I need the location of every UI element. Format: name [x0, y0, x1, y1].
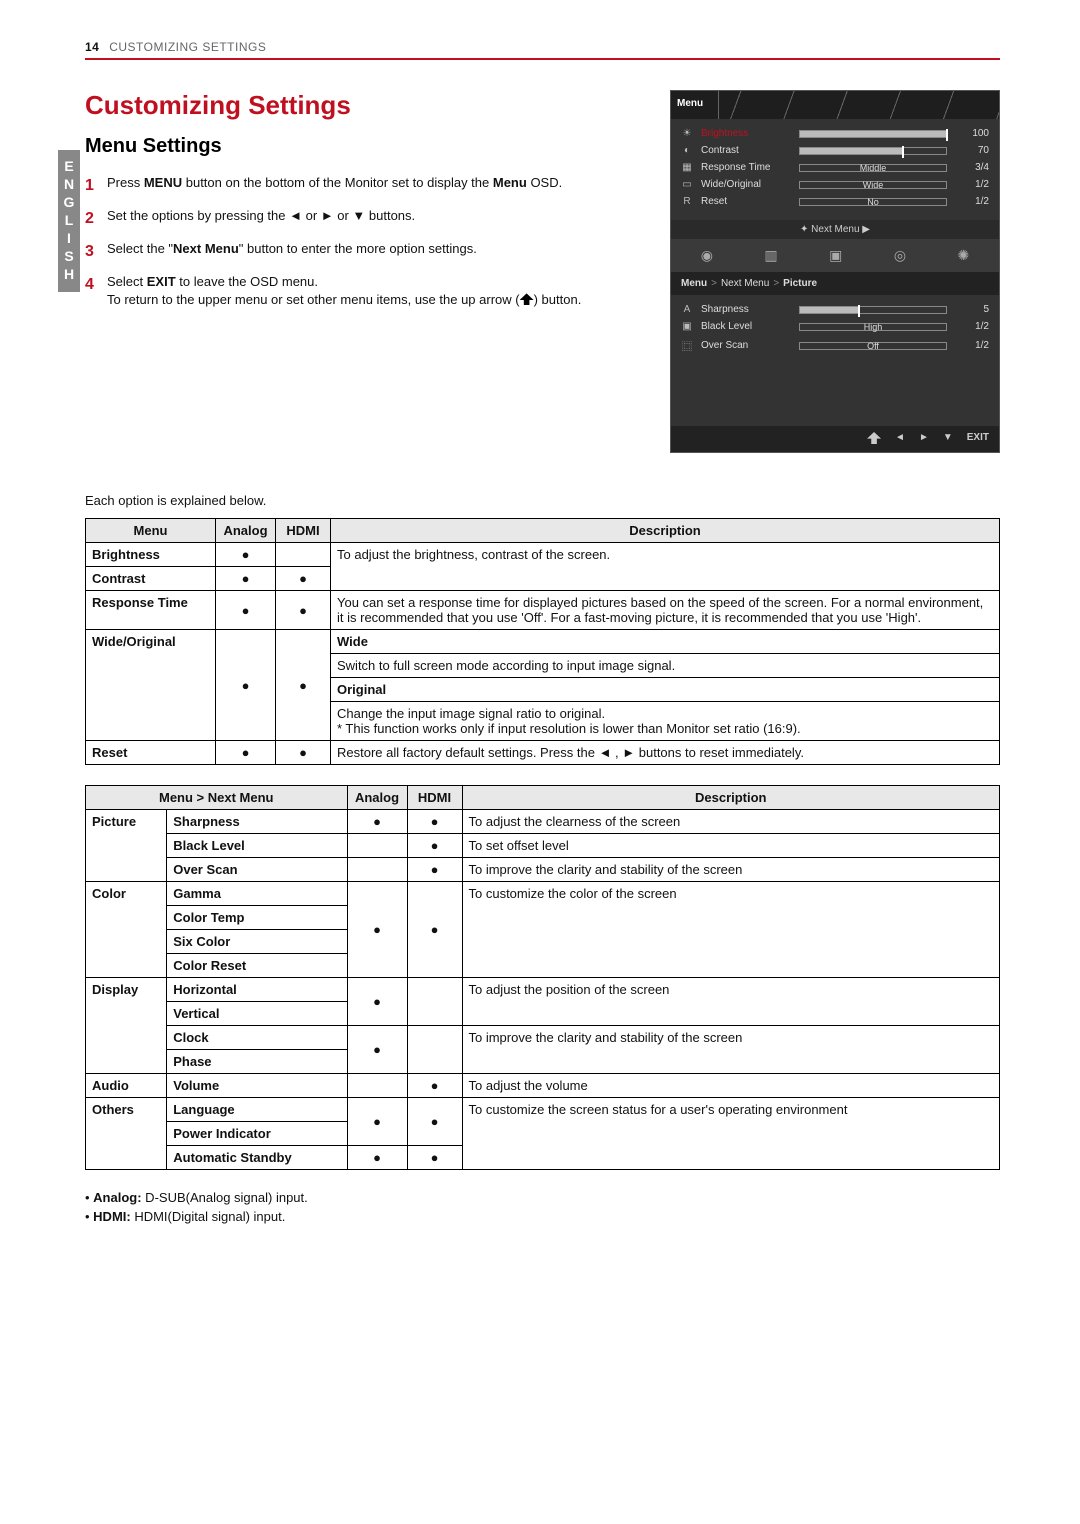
osd-item: RResetNo1/2: [681, 193, 989, 210]
step-item: Select EXIT to leave the OSD menu.To ret…: [85, 273, 650, 311]
footnotes: Analog: D-SUB(Analog signal) input. HDMI:…: [85, 1190, 1000, 1224]
menu-table-1: Menu Analog HDMI Description Brightness …: [85, 518, 1000, 765]
osd-item: ⿴Over ScanOff1/2: [681, 335, 989, 356]
osd-item: ▦Response TimeMiddle3/4: [681, 159, 989, 176]
osd-item: ▣Black LevelHigh1/2: [681, 318, 989, 335]
osd-icon-bar: ◉▥▣◎✺: [671, 239, 999, 272]
page-header: 14 CUSTOMIZING SETTINGS: [85, 40, 1000, 60]
page-section: CUSTOMIZING SETTINGS: [109, 40, 266, 54]
page-title: Customizing Settings: [85, 90, 650, 121]
page-subtitle: Menu Settings: [85, 135, 650, 158]
osd-item: ◐Contrast70: [681, 142, 989, 159]
osd-footer: ◄ ► ▼ EXIT: [671, 426, 999, 452]
language-tab: ENGLISH: [58, 150, 80, 292]
intro-text: Each option is explained below.: [85, 493, 1000, 508]
osd-item: ☀Brightness100: [681, 125, 989, 142]
step-item: Press MENU button on the bottom of the M…: [85, 174, 650, 193]
osd-preview: ☀Brightness100◐Contrast70▦Response TimeM…: [670, 90, 1000, 453]
step-item: Set the options by pressing the ◄ or ► o…: [85, 207, 650, 226]
osd-item: ▭Wide/OriginalWide1/2: [681, 176, 989, 193]
osd-breadcrumb: Menu>Next Menu>Picture: [671, 272, 999, 295]
step-item: Select the "Next Menu" button to enter t…: [85, 240, 650, 259]
osd-next-menu: ✦ Next Menu ▶: [671, 220, 999, 239]
page-number: 14: [85, 40, 99, 54]
footnote: Analog: D-SUB(Analog signal) input.: [85, 1190, 1000, 1205]
osd-tab-menu: [671, 91, 719, 119]
menu-table-2: Menu > Next Menu Analog HDMI Description…: [85, 785, 1000, 1170]
footnote: HDMI: HDMI(Digital signal) input.: [85, 1209, 1000, 1224]
osd-item: ASharpness5: [681, 301, 989, 318]
steps-list: Press MENU button on the bottom of the M…: [85, 174, 650, 310]
up-arrow-icon: [520, 293, 534, 305]
